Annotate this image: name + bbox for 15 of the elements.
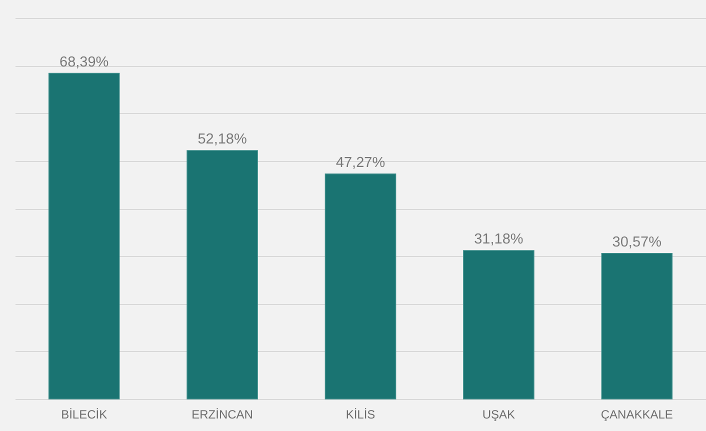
data-label: 30,57% (612, 234, 662, 250)
x-tick-label: UŞAK (482, 408, 516, 422)
data-label: 47,27% (336, 154, 386, 171)
data-label: 52,18% (198, 131, 247, 148)
x-tick-label: KİLİS (346, 408, 376, 422)
data-label: 31,18% (474, 232, 524, 248)
data-label: 68,39% (60, 54, 109, 70)
bar (463, 250, 534, 400)
bar (601, 253, 673, 400)
x-tick-label: ERZİNCAN (192, 408, 253, 422)
x-tick-label: BİLECİK (61, 408, 108, 422)
x-tick-label: ÇANAKKALE (600, 408, 673, 422)
bar (324, 173, 396, 400)
bar (48, 72, 120, 400)
bar (186, 150, 258, 400)
